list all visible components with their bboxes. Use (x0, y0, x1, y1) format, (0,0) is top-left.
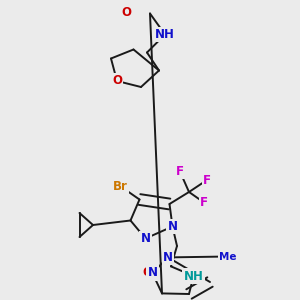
Text: O: O (142, 266, 152, 280)
Text: F: F (203, 173, 211, 187)
Text: N: N (167, 220, 178, 233)
Text: NH: NH (155, 28, 175, 41)
Text: F: F (176, 165, 184, 178)
Text: O: O (112, 74, 122, 88)
Text: NH: NH (184, 269, 203, 283)
Text: N: N (140, 232, 151, 245)
Text: N: N (163, 251, 173, 264)
Text: F: F (200, 196, 208, 209)
Text: Br: Br (112, 179, 128, 193)
Text: O: O (121, 5, 131, 19)
Text: Me: Me (219, 251, 237, 262)
Text: N: N (147, 266, 158, 280)
